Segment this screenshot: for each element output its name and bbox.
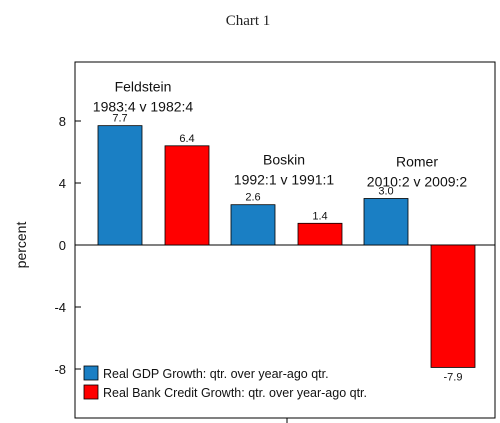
data-label: 2.6 — [245, 192, 260, 204]
data-labels: 7.7 6.4 2.6 1.4 3.0 -7.9 — [112, 113, 462, 384]
group-label-period: 1992:1 v 1991:1 — [234, 172, 335, 188]
bar-feldstein-credit — [164, 145, 210, 246]
data-label: 7.7 — [112, 113, 127, 125]
legend-entry: Real GDP Growth: qtr. over year-ago qtr. — [103, 367, 329, 381]
legend: Real GDP Growth: qtr. over year-ago qtr.… — [83, 365, 367, 400]
data-label: 3.0 — [378, 186, 393, 198]
group-label-period: 2010:2 v 2009:2 — [367, 174, 468, 190]
legend-entry: Real Bank Credit Growth: qtr. over year-… — [103, 386, 367, 400]
y-tick-label: -4 — [54, 300, 66, 315]
bar-boskin-gdp — [230, 204, 276, 246]
bar-feldstein-gdp — [97, 125, 143, 246]
group-label-name: Romer — [396, 154, 438, 170]
y-tick-label: 0 — [59, 238, 66, 253]
data-label: -7.9 — [444, 371, 463, 383]
group-label-name: Boskin — [263, 152, 305, 168]
y-tick-label: 4 — [59, 176, 66, 191]
bars — [97, 125, 476, 368]
group-labels: Feldstein 1983:4 v 1982:4 Boskin 1992:1 v 1… — [93, 79, 468, 190]
chart-title: Chart 1 — [226, 13, 271, 29]
y-axis-label: percent — [13, 222, 29, 269]
plot-frame — [74, 61, 496, 419]
data-label: 1.4 — [312, 210, 327, 222]
data-label: 6.4 — [179, 133, 194, 145]
group-label-period: 1983:4 v 1982:4 — [93, 99, 194, 115]
legend-swatch — [83, 365, 99, 381]
y-tick-label: -8 — [54, 362, 66, 377]
legend-swatch — [83, 384, 99, 400]
y-tick-label: 8 — [59, 114, 66, 129]
bar-romer-credit — [430, 244, 476, 368]
bar-romer-gdp — [363, 198, 409, 246]
bar-boskin-credit — [297, 222, 343, 246]
group-label-name: Feldstein — [115, 79, 172, 95]
